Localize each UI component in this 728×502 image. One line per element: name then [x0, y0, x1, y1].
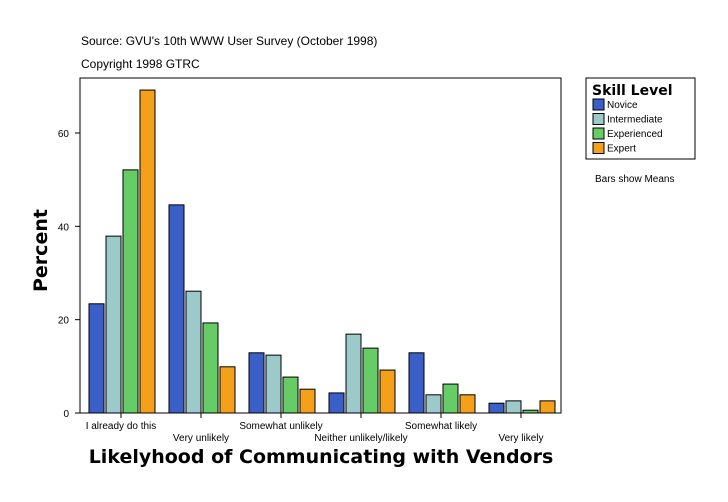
source-text: Source: GVU's 10th WWW User Survey (Octo…: [81, 34, 377, 48]
y-tick-label: 60: [58, 129, 70, 140]
y-axis-label: Percent: [30, 209, 52, 292]
y-tick-label: 20: [58, 316, 70, 327]
bar-novice: [328, 392, 345, 414]
x-tick-label: Very unlikely: [173, 433, 229, 444]
legend-swatch: [592, 113, 605, 125]
bar-intermediate: [265, 354, 282, 414]
bar-experienced: [442, 383, 459, 414]
bar-intermediate: [105, 235, 122, 414]
x-tick-label: Very likely: [498, 433, 543, 444]
bar-experienced: [122, 169, 139, 414]
legend-label: Novice: [607, 100, 638, 111]
legend-swatch: [592, 127, 605, 140]
legend-swatch: [592, 98, 605, 111]
bar-experienced: [362, 347, 379, 414]
bar-intermediate: [185, 290, 202, 414]
bar-expert: [379, 369, 396, 414]
copyright-text: Copyright 1998 GTRC: [81, 57, 200, 71]
bar-novice: [248, 352, 265, 414]
bar-expert: [139, 89, 156, 414]
bar-experienced: [282, 376, 299, 414]
bar-intermediate: [505, 400, 522, 414]
legend-label: Experienced: [607, 129, 663, 140]
note-text: Bars show Means: [595, 174, 674, 185]
bar-expert: [299, 388, 316, 414]
plot-frame: [79, 77, 562, 414]
x-tick-label: Somewhat unlikely: [239, 421, 322, 432]
legend-title: Skill Level: [592, 83, 673, 99]
bar-novice: [88, 303, 105, 414]
bar-novice: [488, 402, 505, 414]
bar-expert: [459, 394, 476, 414]
x-tick-label: Somewhat likely: [405, 421, 477, 432]
x-axis-label: Likelyhood of Communicating with Vendors: [89, 446, 554, 468]
bar-expert: [539, 400, 556, 414]
bar-intermediate: [425, 394, 442, 414]
x-tick-label: I already do this: [86, 421, 157, 432]
legend-label: Intermediate: [607, 115, 663, 126]
bar-novice: [168, 204, 185, 414]
legend-swatch: [592, 142, 605, 154]
x-tick-label: Neither unlikely/likely: [314, 433, 407, 444]
y-tick-label: 40: [58, 222, 70, 233]
bar-novice: [408, 352, 425, 414]
legend-label: Expert: [607, 144, 636, 155]
bar-experienced: [522, 409, 539, 414]
bar-experienced: [202, 322, 219, 414]
y-tick-label: 0: [63, 409, 69, 420]
bar-intermediate: [345, 333, 362, 414]
bar-expert: [219, 366, 236, 414]
